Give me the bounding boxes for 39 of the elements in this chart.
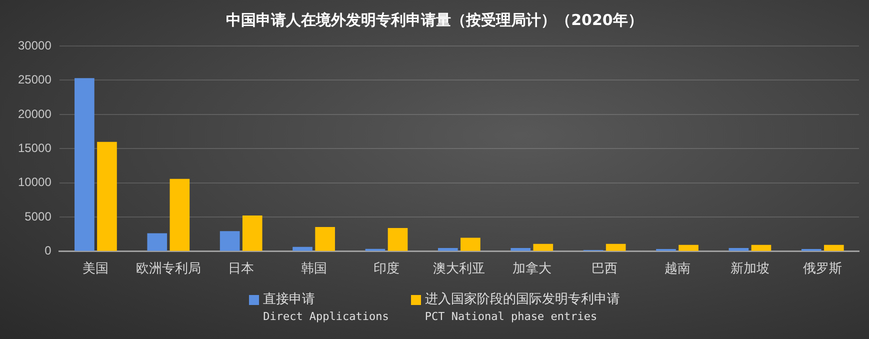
bar bbox=[97, 142, 117, 251]
y-tick-label: 10000 bbox=[18, 175, 52, 190]
legend-label: 直接申请 Direct Applications bbox=[263, 292, 389, 323]
y-tick-label: 0 bbox=[44, 244, 52, 258]
bar bbox=[388, 228, 408, 251]
bar bbox=[242, 215, 262, 251]
bar bbox=[533, 244, 554, 251]
x-tick-label: 印度 bbox=[373, 260, 400, 277]
bar bbox=[460, 238, 480, 251]
bar bbox=[751, 244, 772, 251]
y-tick-label: 5000 bbox=[24, 209, 52, 224]
bar bbox=[74, 78, 94, 251]
y-tick-label: 15000 bbox=[18, 141, 52, 156]
x-tick-label: 巴西 bbox=[592, 262, 618, 277]
bar bbox=[606, 244, 626, 251]
bar bbox=[147, 233, 168, 251]
bar bbox=[728, 248, 749, 251]
bar bbox=[170, 178, 190, 251]
x-tick-label: 越南 bbox=[664, 262, 690, 277]
bar bbox=[292, 246, 312, 251]
bar bbox=[510, 248, 531, 251]
bar bbox=[315, 226, 335, 251]
x-tick-label: 日本 bbox=[228, 262, 254, 277]
bar bbox=[438, 248, 458, 251]
x-tick-label: 欧洲专利局 bbox=[136, 262, 201, 277]
x-tick-label: 新加坡 bbox=[730, 262, 770, 277]
chart-title: 中国申请人在境外发明专利申请量（按受理局计）（2020年） bbox=[226, 10, 643, 29]
x-tick-label: 澳大利亚 bbox=[433, 262, 486, 277]
x-tick-label: 美国 bbox=[82, 260, 109, 277]
legend-label: 进入国家阶段的国际发明专利申请 PCT National phase entries bbox=[424, 292, 620, 323]
x-tick-label: 韩国 bbox=[300, 262, 327, 277]
bar bbox=[824, 244, 844, 251]
x-tick-label: 加拿大 bbox=[512, 262, 552, 277]
x-tick-label: 俄罗斯 bbox=[803, 262, 842, 277]
bar bbox=[220, 231, 240, 251]
y-tick-label: 25000 bbox=[18, 72, 52, 87]
y-tick-label: 30000 bbox=[18, 38, 52, 52]
y-tick-label: 20000 bbox=[18, 106, 52, 121]
bar bbox=[678, 244, 698, 251]
